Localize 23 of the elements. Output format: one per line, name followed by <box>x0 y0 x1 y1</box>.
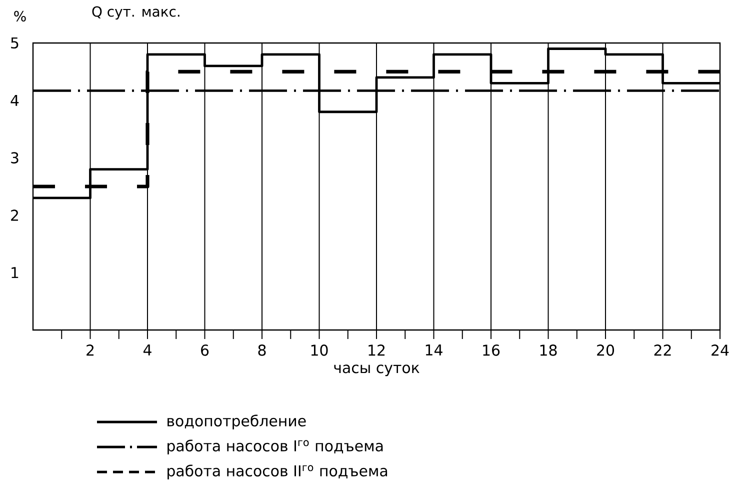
x-tick-label: 14 <box>426 344 442 356</box>
y-tick-label: 4 <box>10 94 19 106</box>
y-tick-label: 3 <box>11 152 18 164</box>
x-tick-label: 10 <box>311 344 328 356</box>
x-axis-title: часы суток <box>334 364 420 376</box>
y-axis-title: % <box>14 10 26 22</box>
legend-label: работа насосов I$^{го}$ подъема <box>168 440 383 454</box>
x-tick-label: 22 <box>654 344 671 356</box>
y-tick-label: 1 <box>12 267 18 278</box>
x-tick-label: 24 <box>712 344 729 356</box>
x-tick-label: 18 <box>540 344 557 356</box>
x-tick-label: 16 <box>483 344 500 356</box>
x-tick-label: 2 <box>86 344 94 356</box>
x-tick-label: 20 <box>597 344 614 356</box>
x-tick-label: 6 <box>201 344 209 356</box>
x-tick-label: 12 <box>368 344 385 356</box>
y-tick-label: 2 <box>11 210 18 221</box>
chart-title: Q сут. макс. <box>92 6 180 20</box>
x-tick-label: 8 <box>258 344 266 356</box>
legend-label: работа насосов II$^{го}$ подъема <box>168 464 388 480</box>
legend-label: водопотребление <box>168 414 306 430</box>
x-tick-label: 4 <box>143 344 152 356</box>
y-tick-label: 5 <box>11 37 18 49</box>
